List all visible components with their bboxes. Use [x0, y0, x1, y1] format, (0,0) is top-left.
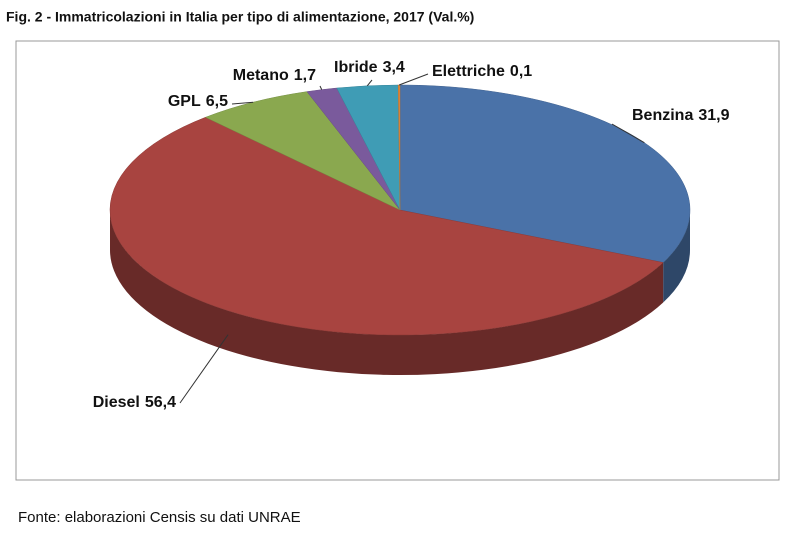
data-label: Ibride 3,4 — [334, 59, 405, 76]
pie-slice — [109, 117, 664, 336]
leader-line — [366, 79, 373, 87]
category-label: Benzina — [632, 107, 693, 124]
data-label: Benzina 31,9 — [632, 107, 730, 124]
leader-line — [319, 85, 323, 90]
category-label: Metano — [233, 67, 289, 84]
category-label: Diesel — [93, 394, 140, 411]
value-label: 6,5 — [206, 93, 228, 110]
value-label: 0,1 — [510, 63, 532, 80]
chart-frame — [15, 40, 780, 481]
data-label: Diesel 56,4 — [93, 394, 176, 411]
data-label: GPL 6,5 — [168, 93, 228, 110]
leader-line — [179, 334, 229, 404]
slice-side — [110, 210, 664, 376]
value-label: 56,4 — [145, 394, 176, 411]
leader-line — [231, 101, 254, 105]
chart-title: Fig. 2 - Immatricolazioni in Italia per … — [6, 9, 474, 25]
slice-side — [663, 210, 690, 303]
category-label: GPL — [168, 93, 201, 110]
leader-line — [398, 73, 429, 86]
category-label: Ibride — [334, 59, 378, 76]
data-label: Metano 1,7 — [233, 67, 316, 84]
pie-slice — [204, 91, 401, 211]
data-label: Elettriche 0,1 — [432, 63, 532, 80]
value-label: 3,4 — [383, 59, 405, 76]
leader-line — [611, 123, 645, 144]
category-label: Elettriche — [432, 63, 505, 80]
source-note: Fonte: elaborazioni Censis su dati UNRAE — [18, 509, 301, 526]
value-label: 31,9 — [698, 107, 729, 124]
value-label: 1,7 — [294, 67, 316, 84]
